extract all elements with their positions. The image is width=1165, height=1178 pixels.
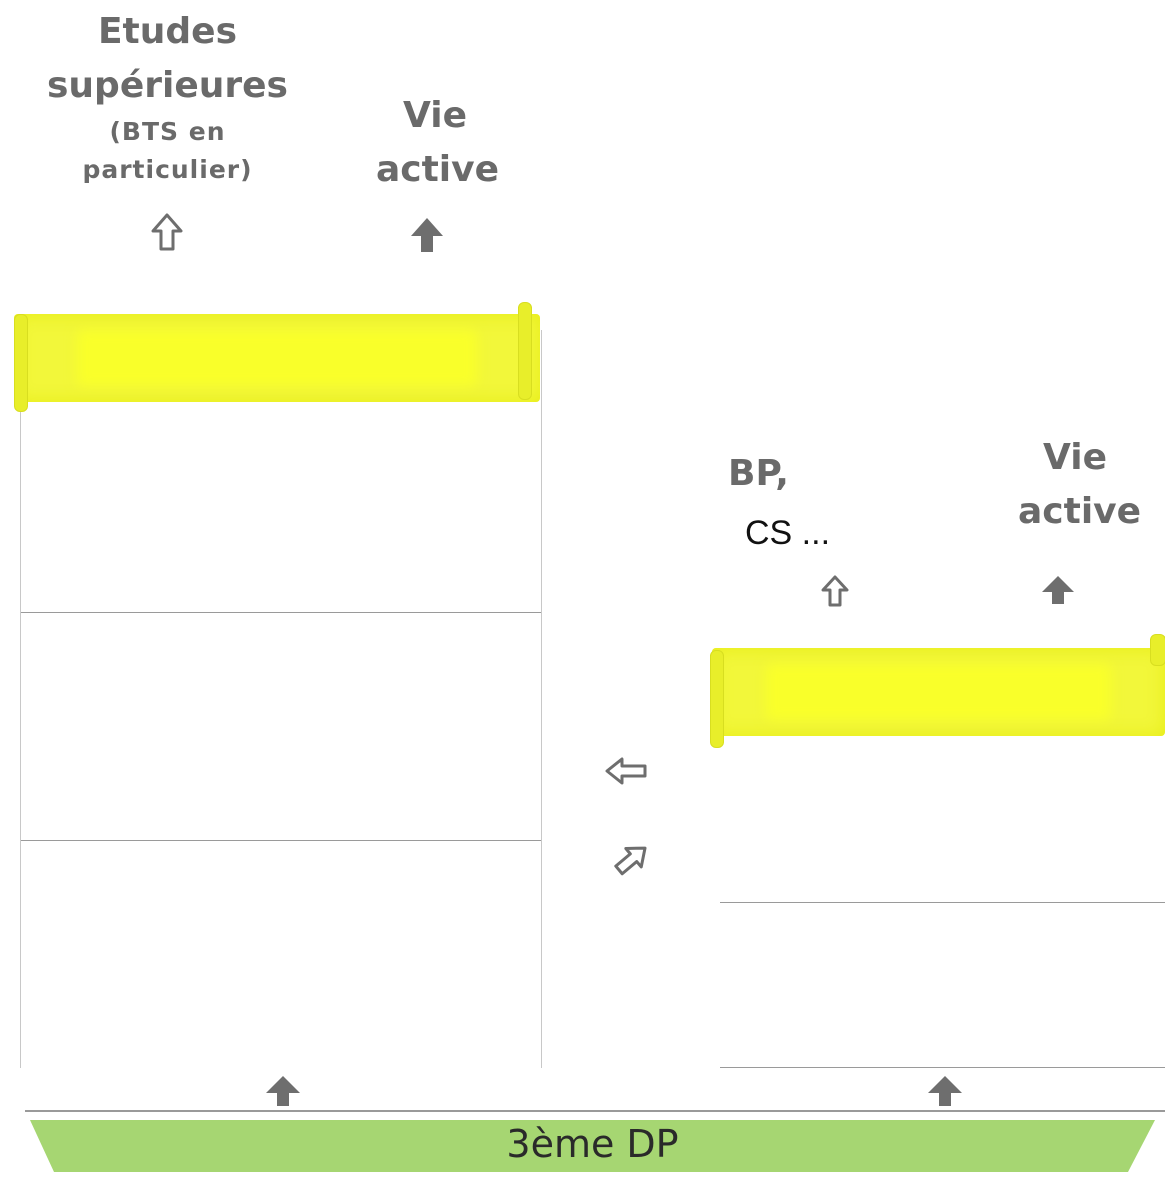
outline-diagonal-arrow-icon <box>614 846 647 876</box>
left-column-divider-2 <box>21 840 541 841</box>
right-path-column <box>720 700 1165 1068</box>
left-higher-studies-detail-line2: particulier) <box>82 155 253 184</box>
filled-up-arrow-icon-right-base <box>928 1076 962 1106</box>
left-path-column <box>20 330 542 1068</box>
left-column-divider-1 <box>21 612 541 613</box>
left-banner-cap-right <box>518 302 532 400</box>
left-higher-studies-detail-line1: (BTS en <box>109 117 226 146</box>
base-divider-line <box>25 1110 1165 1112</box>
base-green-bar: 3ème DP <box>30 1120 1155 1172</box>
left-working-life-line1: Vie <box>403 95 467 136</box>
right-column-divider-1 <box>720 902 1165 903</box>
right-yellow-banner <box>712 648 1165 736</box>
right-working-life-line2: active <box>1018 491 1142 532</box>
left-yellow-banner <box>14 314 540 402</box>
outline-up-arrow-icon-right <box>821 575 849 607</box>
right-column-divider-2 <box>720 1067 1165 1068</box>
left-higher-studies-title-line2: supérieures <box>47 65 288 106</box>
right-working-life-line1: Vie <box>1043 437 1107 478</box>
right-bp-label: BP, <box>728 453 789 494</box>
left-working-life-line2: active <box>375 149 500 190</box>
right-banner-cap-left <box>710 650 724 748</box>
filled-up-arrow-icon-right <box>1042 576 1074 604</box>
filled-up-arrow-icon <box>411 218 443 252</box>
base-green-bar-shape <box>30 1120 1155 1172</box>
right-cs-label: CS ... <box>745 514 831 552</box>
left-higher-studies-title-line1: Etudes <box>97 11 238 52</box>
left-banner-cap-left <box>14 314 28 412</box>
filled-up-arrow-icon-left-base <box>266 1076 300 1106</box>
outline-up-arrow-icon <box>151 213 183 251</box>
right-banner-cap-right <box>1150 634 1165 666</box>
base-label: 3ème DP <box>506 1122 679 1166</box>
outline-left-arrow-icon <box>605 757 647 785</box>
